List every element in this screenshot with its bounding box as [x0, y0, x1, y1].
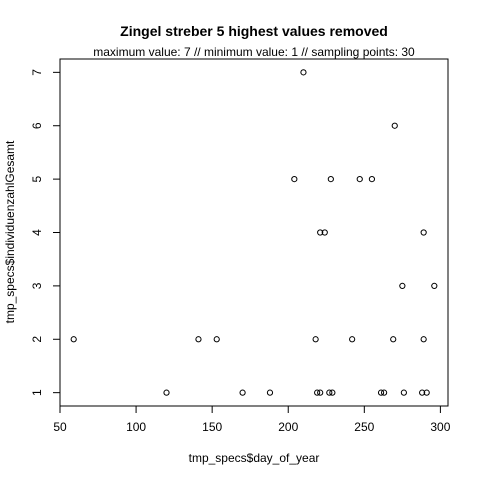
data-point	[327, 176, 334, 183]
data-point	[70, 336, 77, 343]
y-axis: 1 2 3 4 5 6 7	[30, 69, 61, 396]
data-point	[420, 229, 427, 236]
chart-title: Zingel streber 5 highest values removed	[120, 23, 388, 39]
x-tick-label: 300	[430, 420, 450, 434]
data-point	[239, 389, 246, 396]
data-point	[368, 176, 376, 183]
y-tick-label: 2	[30, 336, 44, 343]
data-point	[314, 389, 321, 396]
x-axis-label: tmp_specs$day_of_year	[189, 451, 320, 465]
y-tick-label: 4	[30, 229, 44, 236]
y-tick-label: 7	[30, 69, 44, 76]
x-tick-label: 100	[126, 420, 146, 434]
data-point	[356, 176, 363, 183]
chart-subtitle: maximum value: 7 // minimum value: 1 // …	[93, 45, 415, 59]
data-point	[326, 389, 333, 396]
y-axis-label: tmp_specs$individuenzahlGesamt	[3, 140, 17, 323]
x-tick-label: 50	[53, 420, 67, 434]
data-point	[317, 229, 324, 236]
x-tick-label: 150	[202, 420, 222, 434]
y-tick-label: 1	[30, 389, 44, 396]
data-point	[391, 122, 398, 129]
y-tick-label: 6	[30, 122, 44, 129]
data-point	[329, 389, 336, 396]
data-point	[317, 389, 324, 396]
data-point	[300, 69, 307, 76]
data-point	[312, 336, 319, 343]
data-point	[423, 389, 430, 396]
data-point	[399, 282, 406, 289]
x-tick-label: 200	[278, 420, 298, 434]
data-point	[266, 389, 274, 396]
data-point	[291, 176, 298, 183]
y-tick-label: 3	[30, 282, 44, 289]
data-point	[349, 336, 356, 343]
x-axis: 50 100 150 200 250 300	[53, 405, 451, 434]
data-point	[390, 336, 397, 343]
data-point	[431, 282, 438, 289]
data-point	[400, 389, 407, 396]
data-point	[163, 389, 170, 396]
y-tick-label: 5	[30, 175, 44, 182]
x-tick-label: 250	[354, 420, 374, 434]
data-point	[419, 389, 426, 396]
data-point	[321, 229, 328, 236]
data-point	[195, 336, 202, 343]
data-point	[380, 389, 388, 396]
data-points	[70, 69, 438, 396]
data-point	[213, 336, 220, 343]
plot-frame	[59, 58, 449, 407]
data-point	[420, 336, 427, 343]
data-point	[377, 389, 385, 396]
